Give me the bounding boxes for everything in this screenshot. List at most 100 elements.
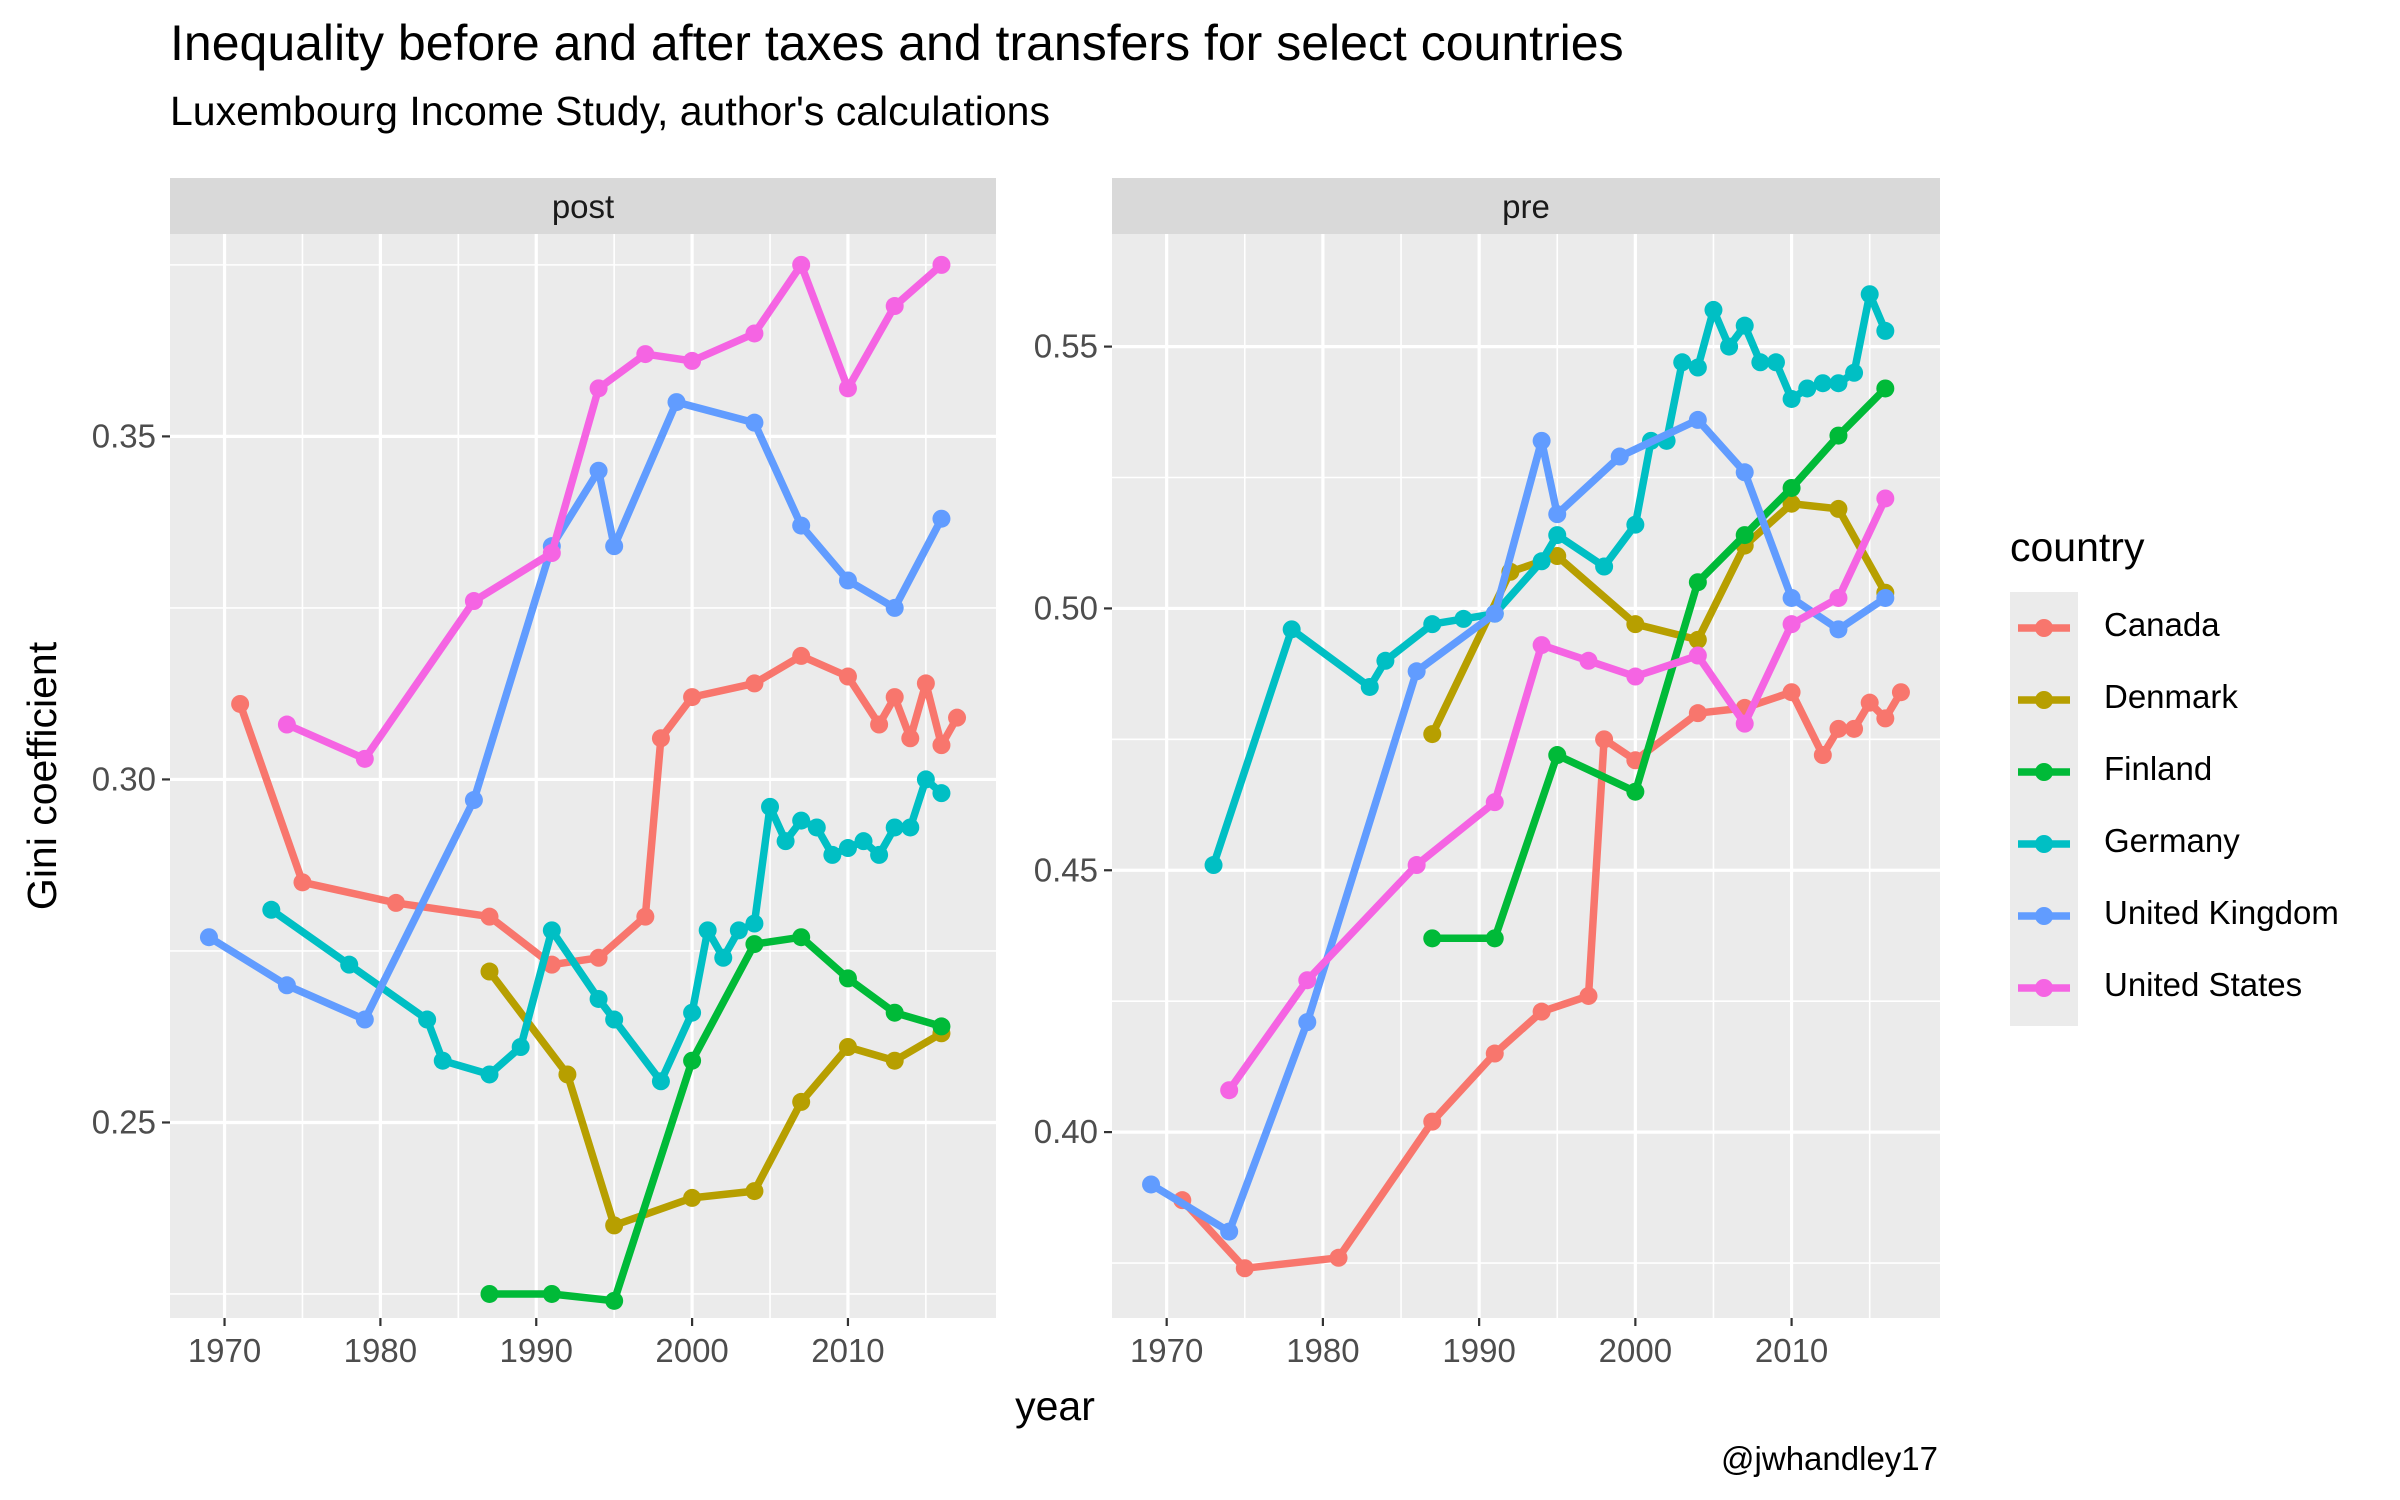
data-point xyxy=(761,797,780,816)
data-point xyxy=(1751,353,1770,372)
x-tick-label: 1970 xyxy=(188,1332,261,1369)
legend-item-canada: Canada xyxy=(2010,592,2400,664)
data-point xyxy=(1329,1248,1348,1267)
data-point xyxy=(838,667,857,686)
data-point xyxy=(511,1038,530,1056)
facet-pre: pre 1970 1980 1990 2000 2010 0.40 0.45 0.50 0.55 xyxy=(1034,178,1940,1369)
data-point xyxy=(1782,588,1801,607)
legend-swatch xyxy=(2018,691,2070,709)
data-point xyxy=(1673,353,1692,372)
data-point xyxy=(418,1010,437,1029)
x-tick-label: 2000 xyxy=(655,1332,728,1369)
data-point xyxy=(1142,1175,1161,1194)
data-point xyxy=(433,1051,452,1070)
legend-keys xyxy=(2010,592,2078,1026)
data-point xyxy=(838,1038,857,1056)
legend-swatch-point xyxy=(2035,763,2053,781)
data-point xyxy=(1688,410,1707,429)
data-point xyxy=(1204,856,1223,875)
data-point xyxy=(1485,1044,1504,1063)
data-point xyxy=(1782,615,1801,634)
legend-swatch-point xyxy=(2035,907,2053,925)
legend: country Canada Denmark Finland Germany Unite… xyxy=(2010,524,2339,1026)
data-point xyxy=(605,1216,624,1235)
panel-background xyxy=(1112,234,1940,1318)
data-point xyxy=(885,1051,904,1070)
data-point xyxy=(683,1003,702,1022)
data-point xyxy=(1532,552,1551,571)
data-point xyxy=(683,1051,702,1070)
legend-swatch xyxy=(2018,763,2070,781)
data-point xyxy=(340,955,359,974)
data-point xyxy=(1782,389,1801,408)
facet-strip-label: pre xyxy=(1502,188,1550,225)
series-denmark xyxy=(1423,494,1895,744)
data-point xyxy=(792,1092,811,1111)
data-point xyxy=(1704,300,1723,319)
legend-item-finland: Finland xyxy=(2010,736,2400,808)
x-tick-label: 1970 xyxy=(1130,1332,1203,1369)
data-point xyxy=(683,1188,702,1207)
data-point xyxy=(745,1182,764,1201)
y-tick-label: 0.40 xyxy=(1034,1113,1098,1150)
facet-post: post 1970 1980 1990 2000 2010 0.25 0.30 0.35 xyxy=(92,178,996,1369)
legend-swatch-point xyxy=(2035,835,2053,853)
data-point xyxy=(1845,719,1864,738)
data-point xyxy=(1735,316,1754,335)
data-point xyxy=(1423,1112,1442,1131)
data-point xyxy=(1766,353,1785,372)
facet-strip xyxy=(170,178,996,234)
chart-caption: @jwhandley17 xyxy=(1721,1440,1938,1477)
data-point xyxy=(1610,447,1629,466)
legend-swatch xyxy=(2018,907,2070,925)
legend-swatch-point xyxy=(2035,619,2053,637)
data-point xyxy=(1376,651,1395,670)
data-point xyxy=(1360,677,1379,696)
data-point xyxy=(838,571,857,590)
data-point xyxy=(1626,515,1645,534)
data-point xyxy=(1548,505,1567,524)
data-point xyxy=(1720,337,1739,356)
series-united-kingdom xyxy=(1142,410,1895,1241)
data-point xyxy=(901,818,920,837)
data-point xyxy=(1548,547,1567,566)
y-tick-label: 0.30 xyxy=(92,760,156,797)
data-point xyxy=(589,379,608,398)
data-point xyxy=(885,598,904,617)
series-finland xyxy=(480,928,951,1310)
series-canada xyxy=(231,646,967,974)
facet-strip xyxy=(1112,178,1940,234)
data-point xyxy=(870,715,889,734)
data-point xyxy=(1735,714,1754,733)
x-tick-label: 1980 xyxy=(344,1332,417,1369)
data-point xyxy=(932,736,951,755)
data-point xyxy=(636,345,655,364)
data-point xyxy=(932,1017,951,1036)
data-point xyxy=(745,413,764,432)
data-point xyxy=(667,393,686,412)
data-point xyxy=(199,928,218,947)
data-point xyxy=(1548,526,1567,545)
data-point xyxy=(651,1072,670,1091)
data-point xyxy=(745,935,764,954)
y-axis-title: Gini coefficient xyxy=(19,641,65,910)
series-germany xyxy=(262,770,951,1091)
data-point xyxy=(1454,609,1473,628)
legend-label: Denmark xyxy=(2104,678,2238,715)
legend-title: country xyxy=(2010,524,2145,570)
data-point xyxy=(1876,588,1895,607)
y-tick-label: 0.25 xyxy=(92,1103,156,1140)
data-point xyxy=(1407,856,1426,875)
data-point xyxy=(542,921,561,940)
series-finland xyxy=(1423,379,1895,948)
data-point xyxy=(277,976,296,995)
data-point xyxy=(1626,615,1645,634)
data-point xyxy=(1626,667,1645,686)
y-tick-label: 0.45 xyxy=(1034,851,1098,888)
data-point xyxy=(480,1284,499,1303)
data-point xyxy=(1407,662,1426,681)
data-point xyxy=(1235,1259,1254,1278)
series-united-states xyxy=(277,255,951,768)
panel-background xyxy=(170,234,996,1318)
data-point xyxy=(792,646,811,665)
